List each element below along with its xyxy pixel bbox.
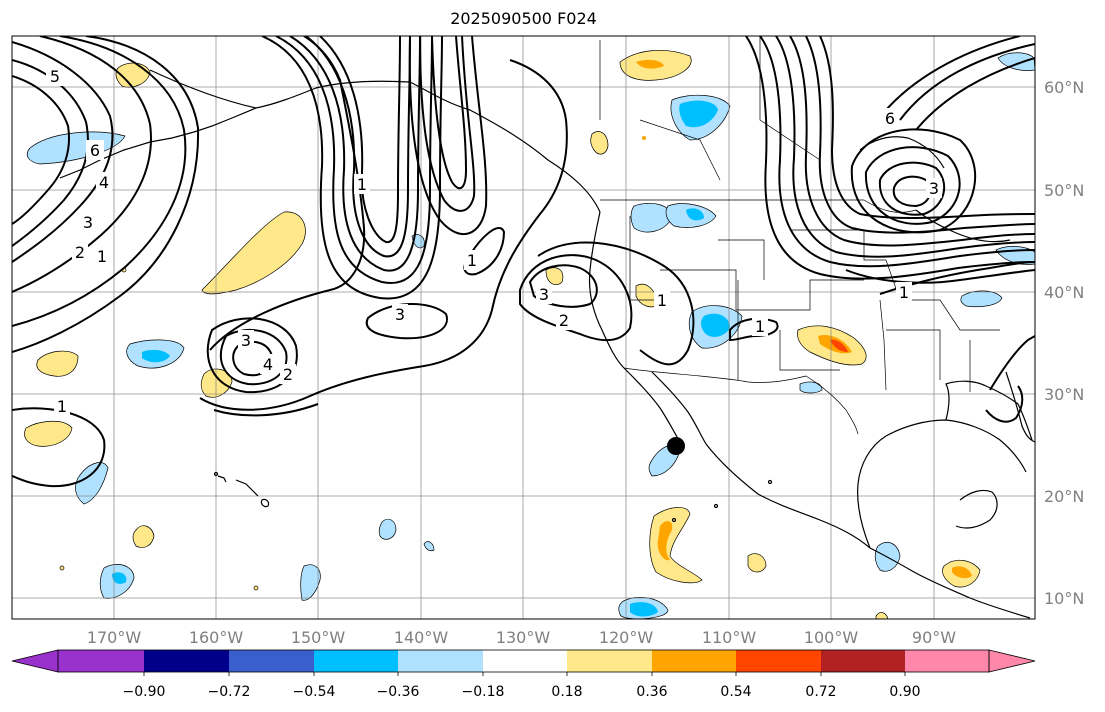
contour-label: 1: [755, 317, 765, 336]
colorbar-segment: [821, 650, 905, 672]
lon-label: 100°W: [804, 628, 859, 647]
contour-label: 1: [899, 283, 909, 302]
contour-label: 3: [83, 213, 93, 232]
lon-label: 90°W: [912, 628, 956, 647]
colorbar-segment: [229, 650, 314, 672]
colorbar-tick-label: 0.54: [720, 684, 751, 700]
latitude-labels: 60°N 50°N 40°N 30°N 20°N 10°N: [1044, 78, 1084, 608]
colorbar: −0.90 −0.72 −0.54 −0.36 −0.18 0.18 0.36 …: [11, 649, 1036, 700]
contour-label: 3: [395, 305, 405, 324]
colorbar-segment: [567, 650, 652, 672]
contour-label: 1: [357, 175, 367, 194]
colorbar-segment: [398, 650, 483, 672]
map-area: 5 6 4 3 2 1 1 3 4 2 3 1 1 3: [12, 36, 1035, 619]
location-marker: [667, 437, 685, 455]
lon-label: 120°W: [599, 628, 654, 647]
colorbar-tick-label: 0.36: [636, 684, 667, 700]
contour-label: 6: [90, 141, 100, 160]
contour-lines: [12, 36, 1035, 488]
gridlines: [12, 36, 1035, 619]
colorbar-low-extension: [11, 649, 59, 673]
colorbar-segment: [58, 650, 144, 672]
contour-label: 1: [467, 251, 477, 270]
contour-label: 3: [241, 331, 251, 350]
map-title: 2025090500 F024: [450, 9, 597, 28]
contour-label: 3: [539, 285, 549, 304]
colorbar-tick-label: −0.36: [377, 684, 420, 700]
colorbar-high-extension: [988, 649, 1036, 673]
lon-label: 110°W: [702, 628, 757, 647]
lon-label: 130°W: [496, 628, 551, 647]
colorbar-segment: [652, 650, 736, 672]
colorbar-tick-label: −0.54: [293, 684, 336, 700]
map-frame: [11, 35, 1036, 620]
contour-label: 3: [929, 179, 939, 198]
lat-label: 40°N: [1044, 283, 1084, 302]
contour-label: 2: [559, 311, 569, 330]
contour-label: 6: [885, 109, 895, 128]
colorbar-segment: [483, 650, 567, 672]
contour-label: 2: [75, 243, 85, 262]
contour-label: 1: [97, 247, 107, 266]
colorbar-segment: [736, 650, 821, 672]
colorbar-tick-label: 0.18: [551, 684, 582, 700]
contour-label: 4: [263, 355, 273, 374]
longitude-labels: 170°W 160°W 150°W 140°W 130°W 120°W 110°…: [87, 628, 956, 647]
lon-label: 170°W: [87, 628, 142, 647]
contour-labels: 5 6 4 3 2 1 1 3 4 2 3 1 1 3: [46, 66, 942, 416]
colorbar-tick-label: −0.18: [462, 684, 505, 700]
anomaly-shading: [24, 50, 1035, 619]
colorbar-segment: [144, 650, 229, 672]
lat-label: 10°N: [1044, 589, 1084, 608]
contour-label: 4: [99, 173, 109, 192]
lat-label: 60°N: [1044, 78, 1084, 97]
colorbar-segment: [314, 650, 398, 672]
lon-label: 150°W: [291, 628, 346, 647]
colorbar-tick-label: 0.72: [805, 684, 836, 700]
colorbar-tick-label: −0.72: [208, 684, 251, 700]
colorbar-tick-label: 0.90: [889, 684, 920, 700]
colorbar-tick-label: −0.90: [123, 684, 166, 700]
lon-label: 140°W: [394, 628, 449, 647]
lat-label: 50°N: [1044, 181, 1084, 200]
lon-label: 160°W: [189, 628, 244, 647]
lat-label: 30°N: [1044, 385, 1084, 404]
lat-label: 20°N: [1044, 487, 1084, 506]
contour-label: 1: [57, 397, 67, 416]
colorbar-segment: [905, 650, 989, 672]
contour-label: 2: [283, 365, 293, 384]
contour-label: 5: [50, 67, 60, 86]
contour-label: 1: [657, 291, 667, 310]
